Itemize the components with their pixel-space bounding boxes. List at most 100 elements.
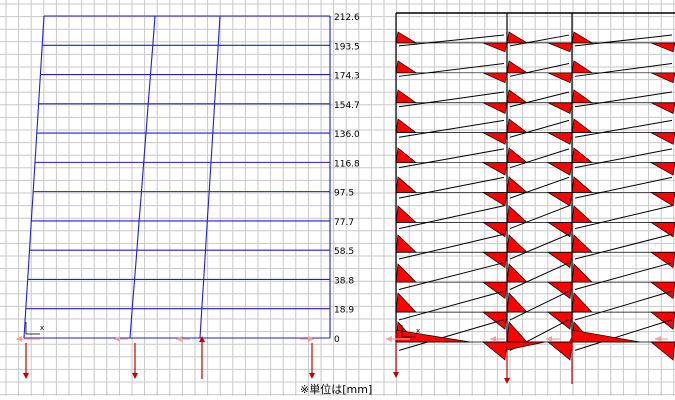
floor-displacement-label: 18.9 [334, 306, 354, 316]
beam-moment-line [398, 63, 505, 77]
beam-moment-line [398, 148, 505, 169]
base-moment-fill [395, 329, 471, 343]
beam-moment-right-lobe [649, 162, 675, 176]
displaced-frame-diagram [23, 15, 331, 339]
beam-moment-left-lobe [571, 118, 594, 133]
beam-moment-line [574, 290, 673, 321]
beam-moment-line [398, 205, 505, 230]
frame-column [129, 15, 156, 339]
beam-moment-line [574, 91, 673, 108]
floor-displacement-label: 38.8 [334, 276, 354, 286]
frame-column [199, 15, 221, 339]
floor-displacement-label: 174.3 [334, 72, 360, 82]
beam-moment-right-lobe [481, 311, 508, 330]
beam-moment-line [398, 176, 505, 199]
floor-displacement-label: 212.6 [334, 13, 360, 23]
beam-moment-left-lobe [506, 31, 529, 44]
coordinate-axes: x x [25, 322, 420, 338]
shear-arrow-head [546, 336, 552, 342]
shear-arrow-head [114, 336, 120, 342]
right-axis-label: x [416, 327, 420, 335]
beam-moment-right-lobe [481, 192, 508, 207]
beam-moment-line [574, 233, 673, 260]
beam-moment-line [574, 319, 673, 351]
reaction-arrow-head [132, 373, 138, 379]
shear-arrow-head [490, 336, 496, 342]
beam-moment-right-lobe [649, 192, 675, 207]
beam-moment-line [509, 176, 570, 199]
beam-moment-line [509, 148, 570, 169]
reaction-arrow-head [199, 336, 205, 342]
beam-moment-left-lobe [395, 263, 417, 283]
beam-moment-left-lobe [571, 176, 593, 193]
beam-moment-line [574, 176, 673, 199]
beam-moment-line [574, 205, 673, 230]
floor-displacement-label: 154.7 [334, 101, 360, 111]
beam-moment-left-lobe [395, 118, 418, 133]
beam-moment-left-lobe [395, 31, 418, 44]
beam-moment-right-lobe [481, 162, 508, 176]
beam-moment-line [398, 290, 505, 321]
beam-moment-left-lobe [506, 263, 528, 283]
beam-moment-left-lobe [395, 176, 417, 193]
shear-arrow-head [655, 336, 661, 342]
beam-moment-right-lobe [649, 311, 675, 330]
beam-moment-right-lobe [650, 42, 675, 53]
beam-moment-left-lobe [571, 31, 594, 44]
reaction-arrow-head [504, 378, 510, 384]
beam-moment-left-lobe [571, 292, 593, 313]
beam-moment-right-lobe [482, 102, 508, 114]
beam-moment-line [574, 148, 673, 169]
floor-displacement-label: 58.5 [334, 247, 354, 257]
beam-moment-line [509, 205, 570, 230]
beam-moment-left-lobe [506, 118, 529, 133]
beam-moment-left-lobe [395, 292, 417, 313]
beam-moment-line [398, 319, 505, 351]
beam-moment-left-lobe [506, 205, 528, 223]
beam-moment-right-lobe [650, 72, 675, 84]
floor-displacement-label: 136.0 [334, 130, 360, 140]
beam-moment-line [509, 91, 570, 108]
beam-moment-left-lobe [571, 205, 593, 223]
beam-moment-left-lobe [395, 205, 417, 223]
beam-moment-left-lobe [571, 263, 593, 283]
beam-moment-line [574, 262, 673, 290]
left-axis-label: x [40, 324, 44, 332]
beam-moment-right-lobe [650, 102, 675, 114]
bending-moment-diagram [395, 12, 675, 361]
shear-arrow-head [176, 336, 182, 342]
support-reaction-arrows [16, 336, 668, 384]
reaction-arrow-head [23, 373, 29, 379]
beam-moment-left-lobe [506, 176, 528, 193]
beam-moment-line [398, 233, 505, 260]
beam-moment-line [509, 262, 570, 290]
beam-moment-line [398, 34, 505, 47]
unit-note: ※単位は[mm] [300, 383, 373, 396]
beam-moment-line [509, 233, 570, 260]
floor-displacement-label: 0 [334, 335, 340, 345]
reaction-arrow-head [569, 336, 575, 342]
floor-displacement-label: 193.5 [334, 42, 360, 52]
beam-moment-line [398, 91, 505, 108]
frame-column [23, 15, 45, 339]
beam-moment-right-lobe [482, 72, 508, 84]
reaction-arrow-head [309, 373, 315, 379]
shear-arrow-head [16, 336, 22, 342]
beam-moment-line [574, 119, 673, 138]
floor-displacement-label: 116.8 [334, 159, 360, 169]
beam-moment-line [398, 262, 505, 290]
base-moment-fill [506, 341, 546, 351]
beam-moment-line [509, 34, 570, 47]
shear-arrow-head [386, 336, 392, 342]
reaction-arrow-head [393, 372, 399, 378]
beam-moment-line [509, 290, 570, 321]
beam-moment-line [574, 63, 673, 77]
floor-displacement-labels: 212.6 193.5 174.3 154.7 136.0 116.8 97.5 77.7 58… [334, 13, 360, 345]
beam-moment-left-lobe [506, 292, 528, 313]
floor-displacement-label: 97.5 [334, 189, 354, 199]
beam-moment-line [574, 34, 673, 47]
shear-arrow-head [308, 336, 314, 342]
